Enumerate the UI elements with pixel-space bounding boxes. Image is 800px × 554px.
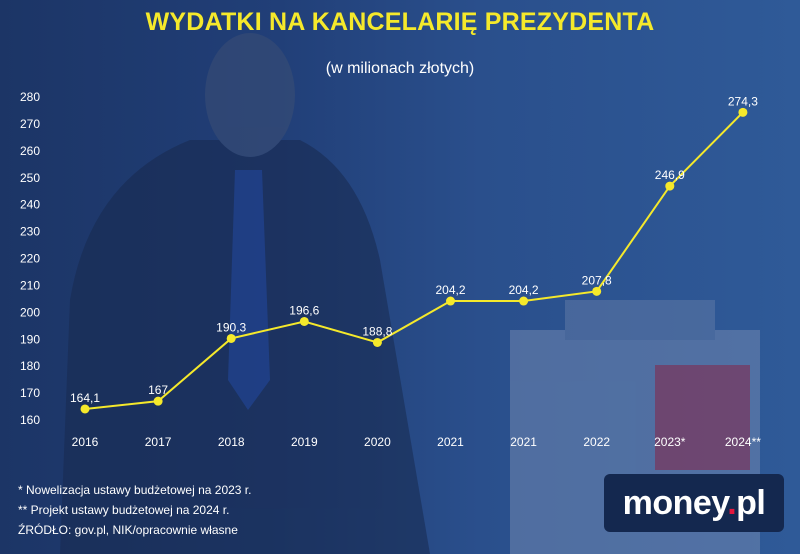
footnotes: * Nowelizacja ustawy budżetowej na 2023 … [18,480,251,540]
y-tick-label: 210 [20,278,40,292]
logo-wordmark: money.pl [622,483,766,522]
data-point [665,181,675,191]
x-tick-label: 2018 [218,435,245,449]
data-point [519,296,529,306]
chart-subtitle: (w milionach złotych) [325,60,475,77]
x-tick-label: 2021 [510,435,537,449]
data-label: 204,2 [509,283,539,297]
y-axis: 160 170 180 190 200 210 220 230 240 250 260 270 280 [20,90,40,427]
x-tick-label: 2019 [291,435,318,449]
data-label: 188,8 [362,324,392,338]
y-tick-label: 200 [20,305,40,319]
x-axis: 2016 2017 2018 2019 2020 2021 2021 2022 2023* 202… [72,435,762,449]
y-tick-label: 160 [20,413,40,427]
footnote-2023: * Nowelizacja ustawy budżetowej na 2023 … [18,483,252,497]
data-label: 207,8 [582,273,612,287]
footnote-2024: ** Projekt ustawy budżetowej na 2024 r. [18,503,230,517]
data-label: 164,1 [70,391,100,405]
x-tick-label: 2020 [364,435,391,449]
y-tick-label: 170 [20,386,40,400]
x-tick-label: 2023* [654,435,686,449]
y-tick-label: 180 [20,359,40,373]
x-tick-label: 2016 [72,435,99,449]
y-tick-label: 240 [20,198,40,212]
data-point [80,404,90,414]
data-label: 274,3 [728,94,758,108]
y-tick-label: 220 [20,252,40,266]
y-tick-label: 190 [20,332,40,346]
x-tick-label: 2021 [437,435,464,449]
data-point [372,337,382,347]
chart-title: WYDATKI NA KANCELARIĘ PREZYDENTA [145,8,655,36]
data-label: 190,3 [216,320,246,334]
series-line-group: 164,1 167 190,3 196,6 188,8 204,2 204,2 207,8 24… [70,94,758,414]
data-point [592,286,602,296]
x-tick-label: 2017 [145,435,172,449]
data-label: 167 [148,383,168,397]
source-note: ŹRÓDŁO: gov.pl, NIK/opracownie własne [18,523,238,537]
data-point [446,296,455,306]
y-tick-label: 230 [20,225,40,239]
emblem-shape [655,365,750,470]
y-tick-label: 250 [20,171,40,185]
money-pl-logo: money.pl [604,474,784,532]
x-tick-label: 2024** [725,435,761,449]
data-label: 246,9 [655,168,685,182]
y-tick-label: 270 [20,117,40,131]
y-tick-label: 260 [20,144,40,158]
data-label: 196,6 [289,303,319,317]
data-point [738,107,748,117]
figure-head-shape [205,33,295,157]
figure-tie-shape [228,170,270,410]
data-label: 204,2 [435,283,465,297]
y-tick-label: 280 [20,90,40,104]
x-tick-label: 2022 [583,435,610,449]
series-line [84,111,744,410]
wall-panel-shape [565,300,715,340]
data-point [299,316,309,326]
data-point [153,396,163,406]
data-point [226,333,236,343]
